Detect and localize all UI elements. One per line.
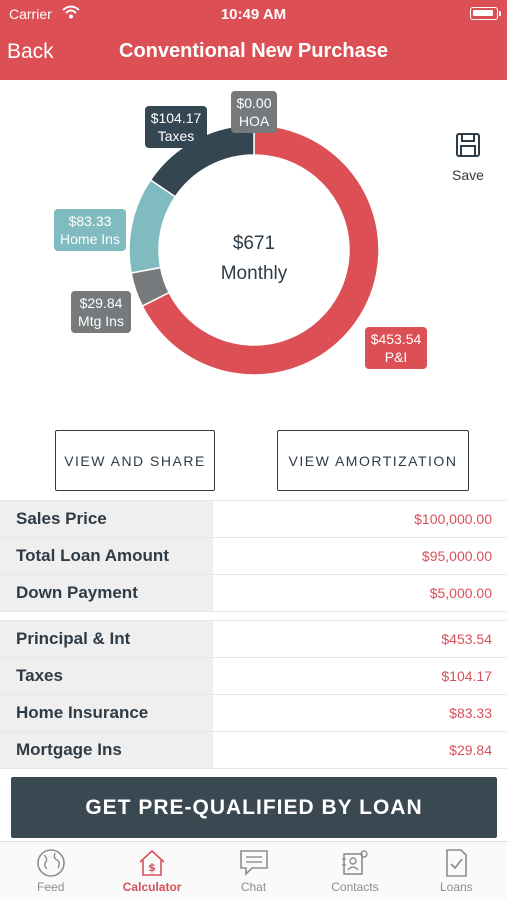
chart-center-label: Monthly (220, 263, 288, 284)
table-row: Down Payment $5,000.00 (0, 574, 507, 611)
tab-feed[interactable]: Feed (0, 842, 101, 900)
loans-icon (446, 849, 468, 877)
status-bar: Carrier 10:49 AM (0, 0, 507, 28)
table-row: Taxes $104.17 (0, 657, 507, 694)
table-row: Sales Price $100,000.00 (0, 500, 507, 537)
slice-label-home-ins: $83.33 Home Ins (54, 209, 126, 251)
row-label: Down Payment (0, 575, 213, 611)
slice-name-label: Mtg Ins (78, 313, 124, 329)
tab-bar: Feed $ Calculator Chat Contacts (0, 841, 507, 900)
slice-name-label: Taxes (158, 128, 195, 144)
table-row: Total Loan Amount $95,000.00 (0, 537, 507, 574)
slice-label-mtg-ins: $29.84 Mtg Ins (71, 291, 131, 333)
chat-icon (239, 850, 268, 876)
row-value: $453.54 (441, 631, 492, 647)
table-row: Home Insurance $83.33 (0, 694, 507, 731)
row-label: Sales Price (0, 501, 213, 537)
row-label: Home Insurance (0, 695, 213, 731)
row-label: Total Loan Amount (0, 538, 213, 574)
nav-bar: Back Conventional New Purchase (0, 28, 507, 80)
row-value: $5,000.00 (429, 585, 492, 601)
slice-value-label: $29.84 (80, 295, 123, 311)
table-row: Principal & Int $453.54 (0, 620, 507, 657)
tab-contacts[interactable]: Contacts (304, 842, 405, 900)
slice-label-hoa: $0.00 HOA (231, 91, 277, 133)
tab-label: Contacts (331, 880, 379, 894)
tab-label: Loans (439, 880, 473, 894)
donut-slice-p-i (141, 124, 380, 376)
battery-icon (470, 7, 501, 20)
back-button[interactable]: Back (7, 40, 54, 63)
slice-value-label: $104.17 (151, 110, 202, 126)
wifi-icon (62, 5, 80, 24)
globe-icon (36, 849, 65, 877)
slice-name-label: HOA (239, 113, 270, 129)
slice-label-taxes: $104.17 Taxes (145, 106, 207, 148)
row-value: $104.17 (441, 668, 492, 684)
row-value: $95,000.00 (421, 548, 492, 564)
contacts-icon (341, 850, 368, 875)
payment-breakdown-table: Principal & Int $453.54 Taxes $104.17 Ho… (0, 620, 507, 769)
tab-label: Calculator (122, 880, 182, 894)
payment-chart-area: $453.54 P&I $29.84 Mtg Ins $83.33 Home Ins $10… (0, 80, 507, 500)
status-time: 10:49 AM (220, 6, 287, 23)
payment-donut-chart: $453.54 P&I $29.84 Mtg Ins $83.33 Home Ins $10… (54, 91, 427, 376)
tab-label: Chat (240, 880, 267, 894)
donut-slice-home-ins (128, 178, 177, 274)
chart-center-amount: $671 (232, 233, 276, 254)
tab-chat[interactable]: Chat (203, 842, 304, 900)
row-value: $29.84 (449, 742, 492, 758)
carrier-label: Carrier (9, 6, 52, 22)
table-row: Mortgage Ins $29.84 (0, 731, 507, 768)
slice-value-label: $0.00 (236, 95, 271, 111)
save-icon (456, 133, 480, 157)
get-pre-qualified-button[interactable]: GET PRE-QUALIFIED BY LOAN (11, 777, 497, 838)
page-title: Conventional New Purchase (119, 40, 388, 62)
row-label: Principal & Int (0, 621, 213, 657)
tab-loans[interactable]: Loans (406, 842, 507, 900)
svg-text:$: $ (148, 861, 156, 874)
slice-value-label: $453.54 (371, 331, 422, 347)
loan-summary-table: Sales Price $100,000.00 Total Loan Amoun… (0, 500, 507, 612)
row-value: $100,000.00 (414, 511, 492, 527)
calculator-icon: $ (139, 849, 165, 876)
slice-name-label: Home Ins (60, 231, 120, 247)
row-label: Taxes (0, 658, 213, 694)
view-amortization-button[interactable]: VIEW AMORTIZATION (277, 430, 469, 491)
view-and-share-button[interactable]: VIEW AND SHARE (55, 430, 215, 491)
tab-calculator[interactable]: $ Calculator (101, 842, 202, 900)
slice-value-label: $83.33 (69, 213, 112, 229)
save-label: Save (452, 167, 484, 183)
save-button[interactable]: Save (448, 132, 488, 183)
tab-label: Feed (37, 880, 65, 894)
row-value: $83.33 (449, 705, 492, 721)
slice-label-p-i: $453.54 P&I (365, 327, 427, 369)
row-label: Mortgage Ins (0, 732, 213, 768)
slice-name-label: P&I (385, 349, 408, 365)
